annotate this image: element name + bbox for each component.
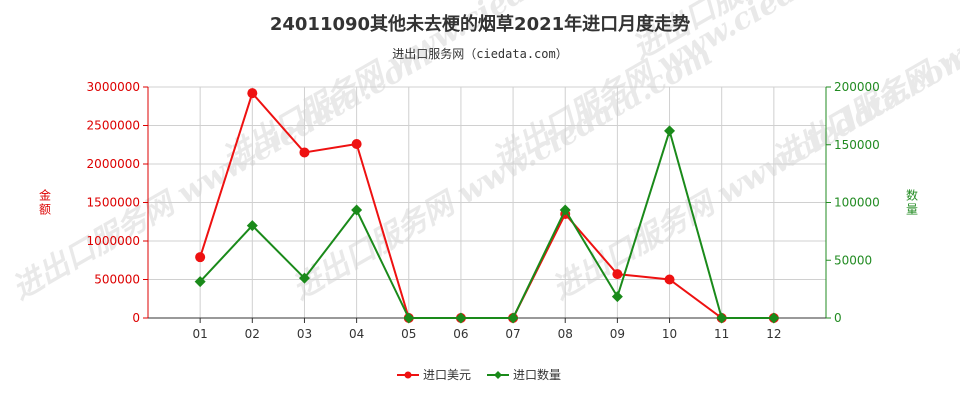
left-axis-title: 金额: [39, 188, 51, 217]
x-axis-tick-label: 07: [505, 327, 520, 341]
left-axis-tick-label: 1500000: [87, 196, 140, 210]
right-axis-tick-label: 0: [834, 311, 842, 325]
x-axis-tick-label: 05: [401, 327, 416, 341]
axes: 0500000100000015000002000000250000030000…: [87, 80, 880, 341]
series-2-point: [507, 312, 519, 324]
series-1-point: [247, 88, 258, 99]
series-line-2: [199, 127, 774, 319]
left-axis-tick-label: 3000000: [87, 80, 140, 94]
series-1-point: [195, 252, 206, 263]
x-axis-tick-label: 06: [453, 327, 468, 341]
series-2-point: [455, 312, 467, 324]
legend-label-1: 进口美元: [423, 368, 471, 382]
legend-marker-2: [494, 371, 502, 379]
series-2-point: [768, 312, 780, 324]
chart-subtitle: 进出口服务网（ciedata.com）: [392, 46, 567, 61]
left-axis-tick-label: 500000: [94, 273, 140, 287]
x-axis-tick-label: 08: [558, 327, 573, 341]
right-axis-tick-label: 100000: [834, 196, 880, 210]
right-axis-title: 数量: [906, 188, 918, 217]
series-1-point: [664, 274, 675, 285]
x-axis-tick-label: 01: [193, 327, 208, 341]
left-axis-tick-label: 0: [132, 311, 140, 325]
series-2-point: [716, 312, 728, 324]
series-layer: [194, 88, 780, 324]
left-axis-tick-label: 2500000: [87, 119, 140, 133]
series-2-point: [664, 125, 676, 137]
legend: 进口美元 进口数量: [397, 367, 561, 382]
grid: [148, 86, 826, 318]
legend-label-2: 进口数量: [513, 367, 561, 382]
x-axis-tick-label: 09: [610, 327, 625, 341]
right-axis-tick-label: 150000: [834, 138, 880, 152]
left-axis-tick-label: 1000000: [87, 234, 140, 248]
x-axis-tick-label: 11: [714, 327, 729, 341]
series-2-point: [559, 204, 571, 216]
series-1-point: [612, 269, 623, 280]
series-2-point: [611, 291, 623, 303]
x-axis-tick-label: 03: [297, 327, 312, 341]
series-2-point: [403, 312, 415, 324]
series-1-point: [351, 138, 362, 149]
series-1-point: [299, 147, 310, 158]
series-2-point: [194, 276, 206, 288]
x-axis-tick-label: 02: [245, 327, 260, 341]
chart-title: 24011090其他未去梗的烟草2021年进口月度走势: [270, 13, 690, 35]
legend-marker-1: [404, 371, 412, 379]
x-axis-tick-label: 04: [349, 327, 364, 341]
x-axis-tick-label: 12: [766, 327, 781, 341]
left-axis-tick-label: 2000000: [87, 157, 140, 171]
x-axis-tick-label: 10: [662, 327, 677, 341]
right-axis-tick-label: 200000: [834, 80, 880, 94]
series-2-point: [298, 272, 310, 284]
series-2-point: [351, 204, 363, 216]
series-2-point: [246, 220, 258, 232]
right-axis-tick-label: 50000: [834, 253, 872, 267]
